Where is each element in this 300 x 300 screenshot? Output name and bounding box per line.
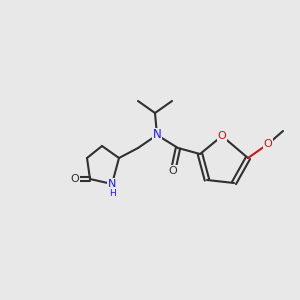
Text: N: N — [108, 179, 116, 189]
Text: N: N — [153, 128, 161, 142]
Text: H: H — [109, 190, 116, 199]
Text: O: O — [169, 166, 177, 176]
Text: O: O — [218, 131, 226, 141]
Text: O: O — [70, 174, 80, 184]
Text: O: O — [264, 139, 272, 149]
